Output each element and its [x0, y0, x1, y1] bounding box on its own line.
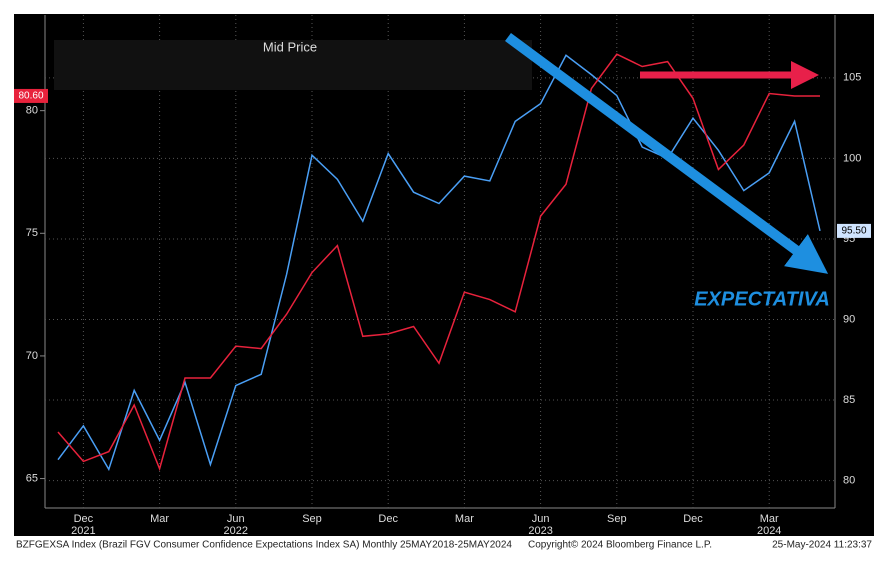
- legend-box: [54, 40, 532, 90]
- x-tick-label: Dec: [74, 513, 94, 525]
- x-year-label: 2021: [71, 525, 95, 537]
- background: [14, 14, 874, 536]
- y-tick-label: 80: [26, 105, 38, 117]
- y2-tick-label: 105: [843, 72, 861, 84]
- series-line: [57, 54, 821, 472]
- legend-title: Mid Price: [263, 39, 317, 54]
- y2-tick-label: 85: [843, 394, 855, 406]
- y2-tick-label: 100: [843, 152, 861, 164]
- x-tick-label: Mar: [760, 513, 779, 525]
- last-value-tag: [14, 88, 48, 103]
- x-tick-label: Mar: [150, 513, 169, 525]
- footer: 25-May-2024 11:23:37: [772, 540, 872, 551]
- series-line: [57, 53, 820, 472]
- last-value-label: 95.50: [841, 226, 866, 237]
- last-value-tag: [837, 223, 871, 238]
- x-tick-label: Dec: [683, 513, 703, 525]
- plot-area: [57, 53, 821, 472]
- x-tick-label: Jun: [532, 513, 550, 525]
- last-value-label: 80.60: [18, 91, 43, 102]
- x-tick-label: Dec: [378, 513, 398, 525]
- footer: Copyright© 2024 Bloomberg Finance L.P.: [528, 540, 712, 551]
- x-tick-label: Mar: [455, 513, 474, 525]
- annotation: EXPECTATIVA: [694, 288, 830, 310]
- y-tick-label: 70: [26, 350, 38, 362]
- trend-arrow: [505, 32, 829, 274]
- x-year-label: 2024: [757, 525, 781, 537]
- y-tick-label: 65: [26, 472, 38, 484]
- y2-tick-label: 80: [843, 475, 855, 487]
- y2-tick-label: 90: [843, 313, 855, 325]
- x-tick-label: Jun: [227, 513, 245, 525]
- x-tick-label: Sep: [607, 513, 627, 525]
- x-tick-label: Sep: [302, 513, 322, 525]
- y-tick-label: 75: [26, 227, 38, 239]
- footer: BZFGEXSA Index (Brazil FGV Consumer Conf…: [16, 540, 512, 551]
- x-year-label: 2023: [528, 525, 552, 537]
- x-year-label: 2022: [224, 525, 248, 537]
